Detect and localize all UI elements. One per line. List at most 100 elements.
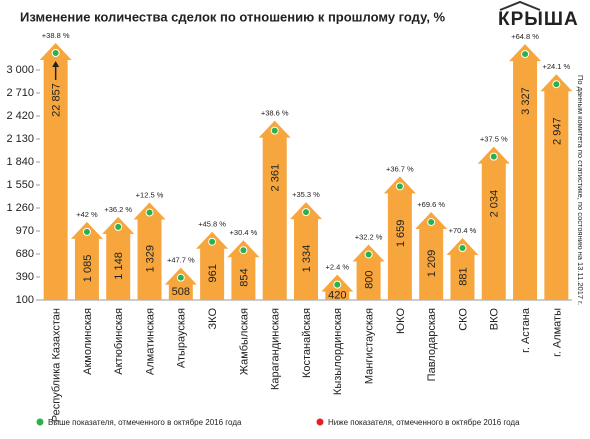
x-tick-label: Акмолинская <box>82 308 94 375</box>
x-tick-label: ЗКО <box>207 308 219 330</box>
y-tick-label: 970 <box>16 225 34 237</box>
status-dot <box>82 227 91 236</box>
house-body <box>200 246 225 300</box>
house-body <box>356 259 381 300</box>
house-body <box>168 282 193 300</box>
status-dot <box>51 49 60 57</box>
y-tick-label: 1 260 <box>6 202 34 214</box>
value-label: 22 857 <box>51 83 63 117</box>
x-tick-label: Актюбинская <box>113 308 125 375</box>
change-label: +42 % <box>76 210 98 219</box>
house-body <box>513 59 538 300</box>
house-body <box>450 253 475 300</box>
value-label: 1 148 <box>113 252 125 280</box>
chart-title: Изменение количества сделок по отношению… <box>20 9 446 24</box>
legend-label: Выше показателя, отмеченного в октябре 2… <box>48 418 242 427</box>
x-tick-label: ВКО <box>489 308 501 331</box>
value-label: 1 329 <box>144 245 156 273</box>
x-tick-label: Костанайская <box>301 308 313 378</box>
legend-swatch <box>316 418 324 426</box>
status-dot <box>176 273 185 282</box>
value-label: 2 947 <box>551 117 563 145</box>
legend-label: Ниже показателя, отмеченного в октябре 2… <box>328 418 520 427</box>
y-tick-label: 2 710 <box>6 87 34 99</box>
status-dot <box>458 244 467 253</box>
change-label: +70.4 % <box>449 226 477 235</box>
house-body <box>387 191 412 300</box>
y-tick-label: 1 840 <box>6 156 34 168</box>
change-label: +38.8 % <box>42 31 70 40</box>
logo: КРЫША <box>498 9 579 30</box>
status-dot <box>208 237 217 246</box>
x-tick-label: Павлодарская <box>426 308 438 381</box>
status-dot <box>427 218 436 227</box>
status-dot <box>489 152 498 161</box>
y-tick-label: 100 <box>16 294 34 306</box>
house-body <box>137 217 162 300</box>
change-label: +12.5 % <box>136 191 164 200</box>
change-label: +36.2 % <box>104 205 132 214</box>
house-body <box>106 231 131 300</box>
status-dot <box>114 222 123 231</box>
house-body <box>544 89 569 300</box>
x-tick-label: Мангистауская <box>363 308 375 384</box>
house-body <box>43 58 68 300</box>
y-tick-label: 1 550 <box>6 179 34 191</box>
value-label: 854 <box>238 268 250 286</box>
change-label: +47.7 % <box>167 256 195 265</box>
status-dot <box>270 126 279 135</box>
status-dot <box>145 208 154 217</box>
y-tick-label: 2 420 <box>6 110 34 122</box>
change-label: +2.4 % <box>326 263 350 272</box>
x-tick-label: Алматинская <box>144 308 156 375</box>
value-label: 2 034 <box>489 190 501 218</box>
house-body <box>262 135 287 300</box>
value-label: 2 361 <box>270 164 282 192</box>
x-tick-label: г. Алматы <box>551 308 563 357</box>
y-tick-label: 680 <box>16 248 34 260</box>
value-label: 1 659 <box>395 220 407 248</box>
x-tick-label: ЮКО <box>395 308 407 334</box>
value-label: 800 <box>363 271 375 289</box>
y-tick-label: 390 <box>16 271 34 283</box>
logo-roof <box>499 0 541 11</box>
x-tick-label: г. Астана <box>520 307 532 353</box>
value-label: 1 085 <box>82 255 94 283</box>
value-label: 1 209 <box>426 250 438 278</box>
status-dot <box>364 250 373 259</box>
change-label: +38.6 % <box>261 109 289 118</box>
status-dot <box>239 246 248 255</box>
x-tick-label: Атырауская <box>176 308 188 368</box>
source-note: По данным комитета по статистике, по сос… <box>576 75 585 305</box>
change-label: +45.8 % <box>198 220 226 229</box>
status-dot <box>552 80 561 89</box>
house-body <box>74 236 99 300</box>
value-label: 420 <box>328 290 346 302</box>
value-label: 3 327 <box>520 87 532 115</box>
house-body <box>419 227 444 300</box>
change-label: +35.3 % <box>292 190 320 199</box>
status-dot <box>333 280 342 289</box>
x-tick-label: Жамбылская <box>238 308 250 375</box>
house-body <box>325 289 350 300</box>
value-label: 508 <box>172 286 190 298</box>
value-label: 1 334 <box>301 245 313 273</box>
status-dot <box>395 182 404 191</box>
legend-swatch <box>36 418 44 426</box>
change-label: +32.2 % <box>355 232 383 241</box>
change-label: +24.1 % <box>542 62 570 71</box>
x-tick-label: Республика Казахстан <box>51 308 63 422</box>
x-tick-label: Карагандинская <box>270 308 282 390</box>
y-tick-label: 3 000 <box>6 64 34 76</box>
change-label: +64.8 % <box>511 32 539 41</box>
x-tick-label: СКО <box>457 308 469 331</box>
status-dot <box>521 50 530 59</box>
x-tick-label: Кызылординская <box>332 308 344 395</box>
house-body <box>294 217 318 300</box>
value-label: 881 <box>457 267 469 285</box>
change-label: +30.4 % <box>230 228 258 237</box>
change-label: +69.6 % <box>417 200 445 209</box>
house-body <box>481 161 506 300</box>
value-label: 961 <box>207 264 219 282</box>
